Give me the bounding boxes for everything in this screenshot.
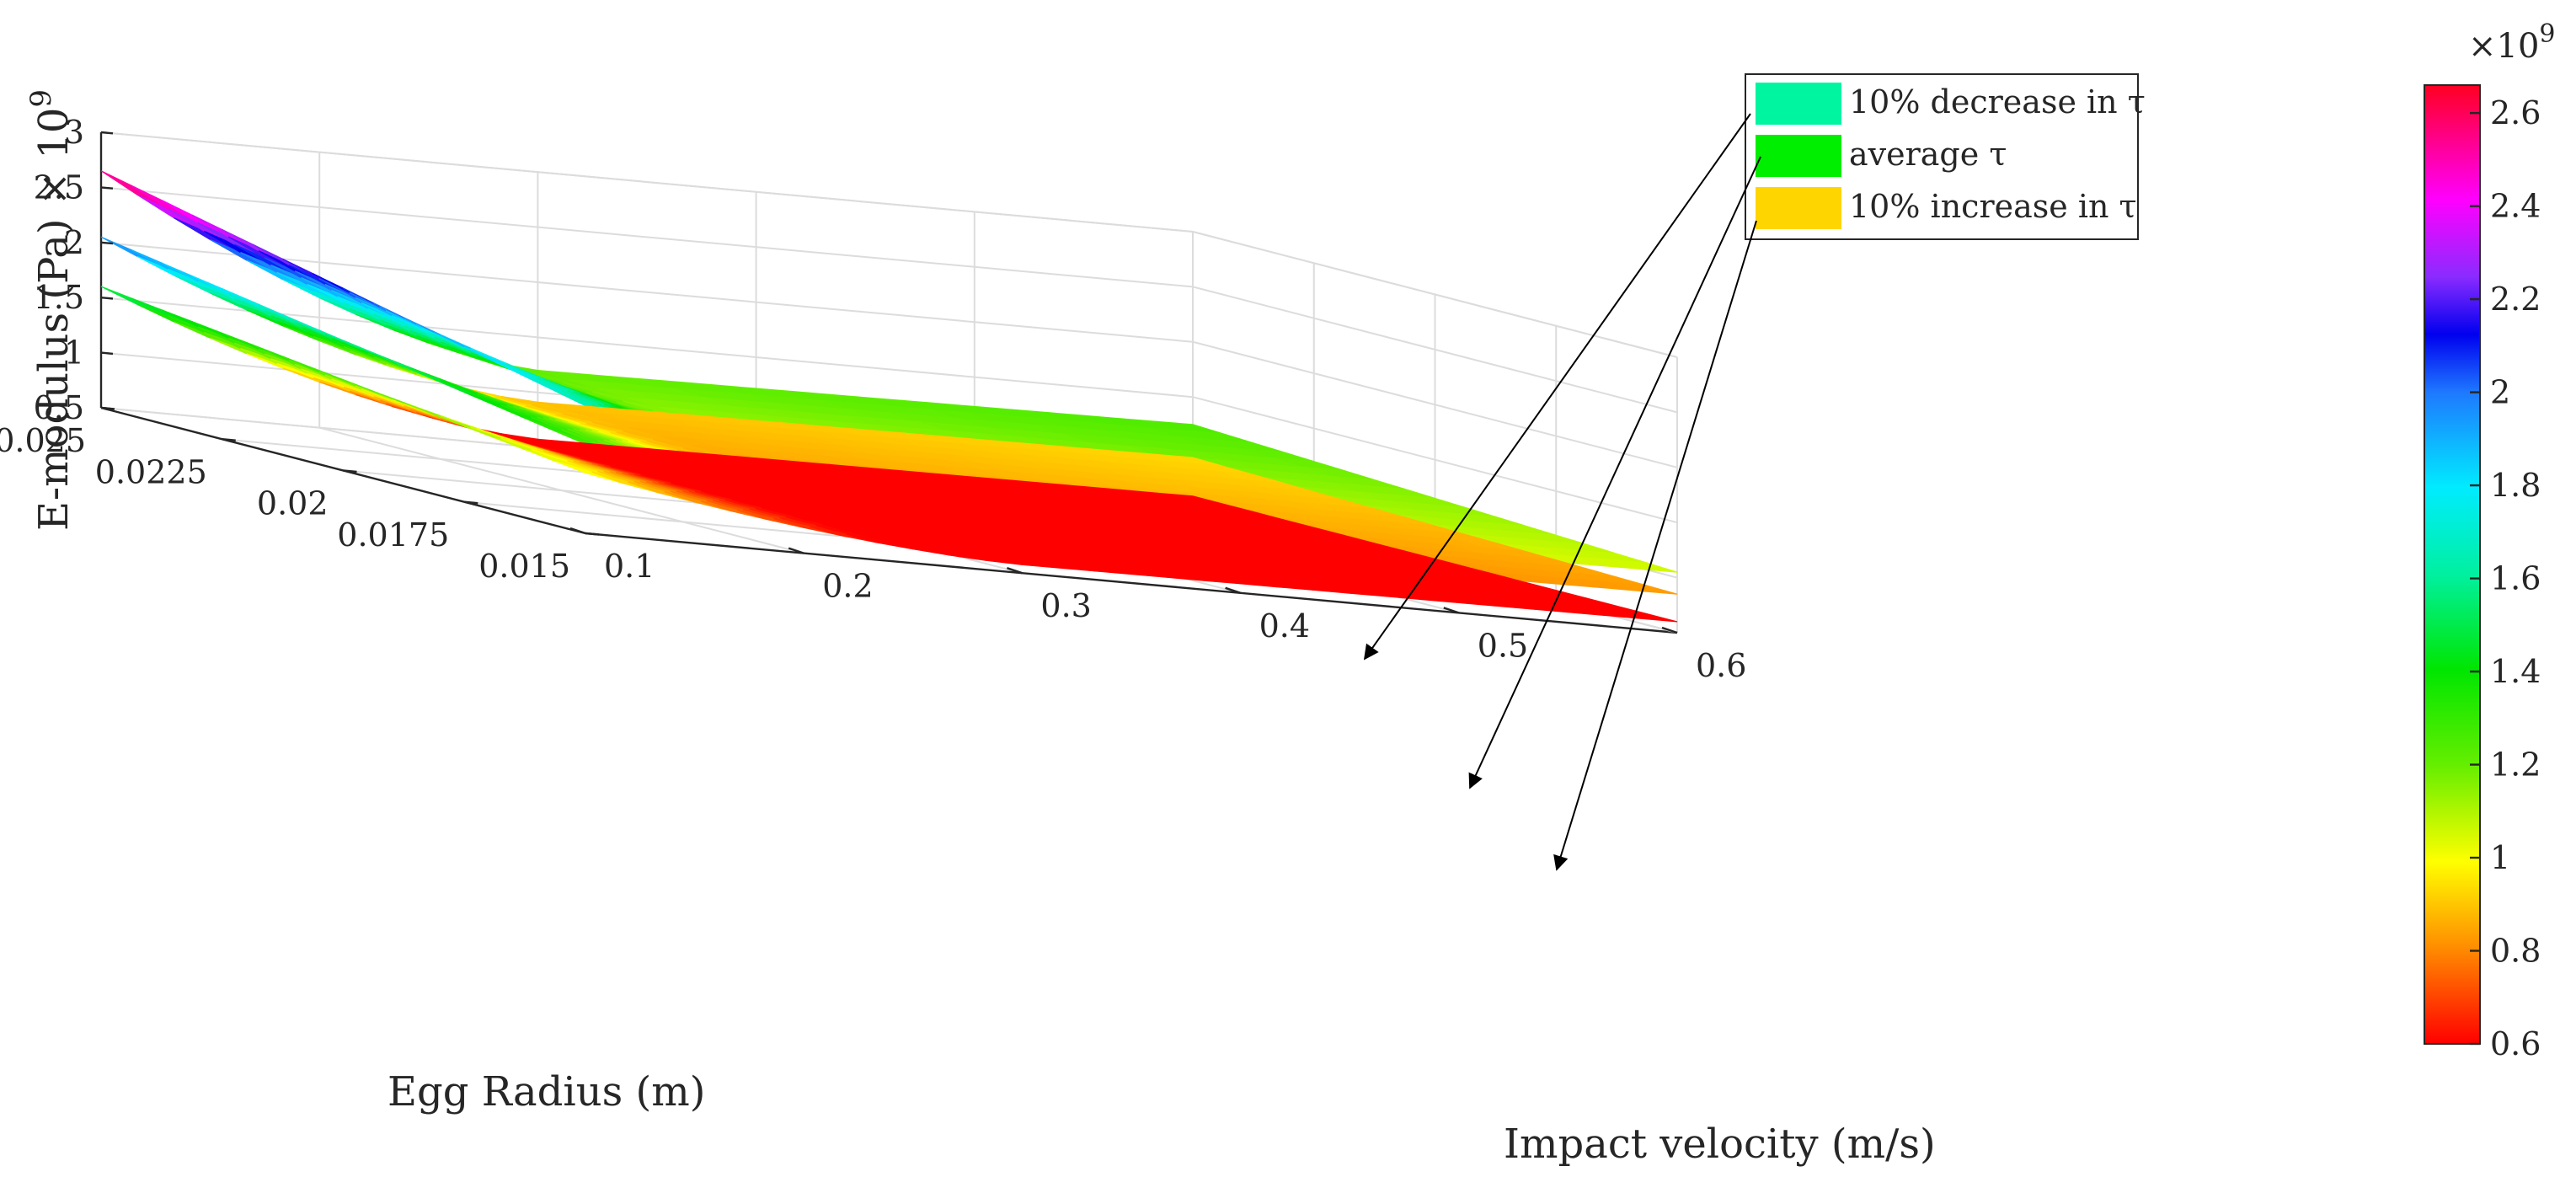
colorbar-gradient [2424, 84, 2481, 1045]
z-tick-mark [100, 351, 114, 356]
colorbar: ×109 0.6 0.8 1 1.2 1.4 1.6 1.8 2 2.2 2.4 2.6 [2424, 19, 2556, 1062]
y-tick-mark [222, 438, 236, 441]
legend-swatch-decrease [1756, 83, 1841, 125]
x-tick-mark [1661, 626, 1678, 634]
colorbar-tick-label: 1.4 [2490, 653, 2541, 690]
x-tick-mark [569, 527, 586, 535]
surface-layer [100, 170, 1678, 623]
legend-swatch-increase [1756, 187, 1841, 229]
y-tick-label: 0.0225 [95, 453, 207, 490]
z-tick-label: 0.5 [34, 389, 84, 426]
y-axis-label: Egg Radius (m) [387, 1068, 705, 1115]
arrow-decrease [1363, 113, 1751, 661]
colorbar-tick-label: 2.2 [2490, 281, 2541, 318]
x-tick-label: 0.2 [822, 568, 873, 605]
colorbar-tick-label: 2 [2490, 374, 2510, 411]
y-tick-label: 0.0175 [337, 516, 449, 554]
surface-increase [100, 286, 1678, 623]
colorbar-tick-label: 2.4 [2490, 188, 2541, 225]
colorbar-tick-label: 2.6 [2490, 94, 2541, 131]
y-tick-mark [100, 406, 115, 410]
x-tick-label: 0.4 [1259, 607, 1310, 645]
z-tick-mark [100, 297, 114, 300]
surface-patch [167, 208, 235, 245]
colorbar-tick-label: 1.6 [2490, 560, 2541, 597]
surface-patch [100, 170, 168, 210]
y-tick-mark [343, 469, 357, 473]
z-axis-label: E-modulus (Pa) × 109 [24, 89, 77, 531]
arrow-increase [1553, 220, 1757, 871]
legend-label-decrease: 10% decrease in τ [1849, 83, 2146, 120]
x-tick-mark [1225, 586, 1241, 594]
colorbar-tick-label: 0.8 [2490, 933, 2541, 970]
y-tick-label: 0.015 [478, 548, 570, 585]
y-tick-mark [464, 500, 478, 505]
z-tick-label: 3 [64, 114, 84, 151]
y-tick-label: 0.02 [257, 485, 329, 522]
arrow-average [1468, 156, 1761, 789]
x-axis-line [585, 532, 1678, 634]
y-tick-mark [585, 532, 600, 536]
legend-label-average: average τ [1849, 136, 2007, 173]
x-axis-label: Impact velocity (m/s) [1504, 1121, 1936, 1168]
z-tick-mark [100, 186, 114, 190]
x-tick-label: 0.5 [1478, 627, 1528, 664]
z-tick-label: 2.5 [34, 169, 84, 206]
legend-label-increase: 10% increase in τ [1849, 188, 2137, 225]
colorbar-exponent: ×109 [2468, 19, 2556, 66]
legend: 10% decrease in τ average τ 10% increase… [1745, 73, 2146, 240]
z-tick-mark [100, 131, 114, 135]
colorbar-tick-label: 0.6 [2490, 1025, 2541, 1062]
y-tick-label: 0.025 [0, 422, 86, 459]
x-tick-mark [788, 547, 804, 554]
surface-patch [136, 194, 205, 232]
x-tick-label: 0.3 [1040, 587, 1091, 624]
colorbar-tick-label: 1.8 [2490, 467, 2541, 504]
x-tick-mark [1443, 607, 1460, 614]
z-tick-label: 1.5 [34, 279, 84, 316]
colorbar-ticks: 0.6 0.8 1 1.2 1.4 1.6 1.8 2 2.2 2.4 2.6 [2470, 94, 2541, 1062]
colorbar-tick-label: 1.2 [2490, 746, 2541, 784]
surface-patch [1610, 559, 1678, 573]
z-tick-label: 1 [64, 334, 84, 372]
box-top-edge [100, 131, 1678, 358]
surface-patch [131, 185, 199, 224]
surface-patch [1610, 610, 1678, 623]
x-tick-mark [1007, 567, 1023, 575]
x-tick-label: 0.6 [1696, 647, 1746, 684]
annotation-arrows [1363, 113, 1761, 871]
legend-swatch-average [1756, 135, 1841, 177]
z-tick-label: 2 [64, 224, 84, 261]
x-tick-label: 0.1 [604, 548, 655, 585]
colorbar-tick-label: 1 [2490, 839, 2510, 876]
grid-line-z [100, 131, 1678, 358]
